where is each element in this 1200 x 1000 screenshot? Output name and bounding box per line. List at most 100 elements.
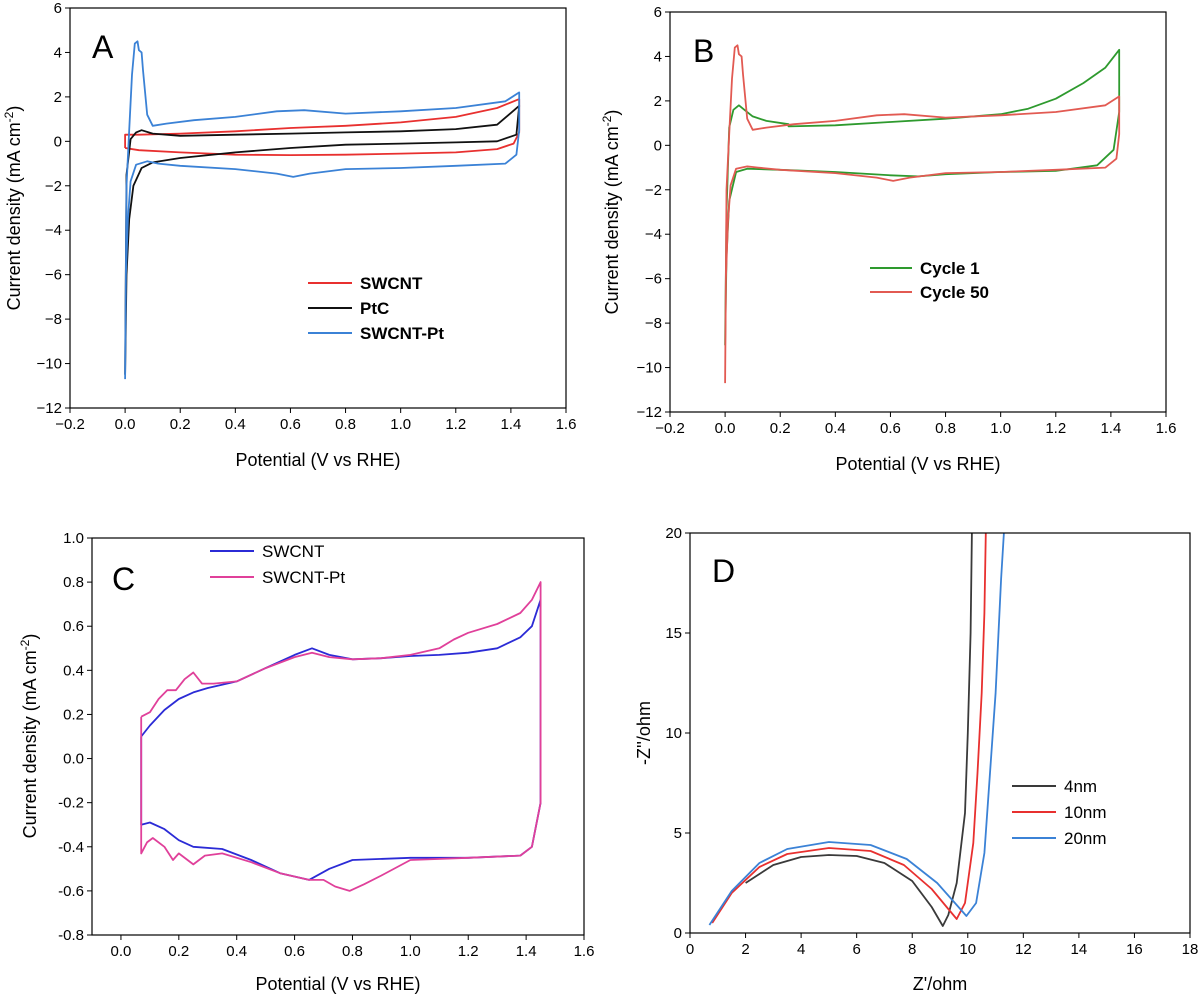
series-line-swcnt-pt [140, 581, 542, 892]
x-tick-label: 0.0 [111, 943, 132, 960]
legend-label: Cycle 1 [920, 259, 980, 278]
x-tick-label: 1.4 [500, 416, 521, 433]
y-tick-label: −10 [637, 360, 662, 377]
x-tick-label: 14 [1071, 941, 1088, 958]
y-axis-label-main: Current density (mA cm [20, 650, 40, 838]
x-tick-label: 12 [1015, 941, 1032, 958]
y-tick-label: 0.0 [63, 751, 84, 768]
x-axis-label: Potential (V vs RHE) [835, 454, 1000, 474]
x-tick-label: 0.6 [280, 416, 301, 433]
x-tick-label: 0.8 [335, 416, 356, 433]
x-tick-label: 0.0 [115, 416, 136, 433]
y-axis-label-superscript: -2 [2, 111, 16, 122]
x-tick-label: 0.6 [284, 943, 305, 960]
y-tick-label: −2 [45, 178, 62, 195]
legend: SWCNT SWCNT-Pt [210, 542, 345, 587]
panel-letter: B [693, 33, 714, 69]
y-tick-label: -0.6 [58, 883, 84, 900]
x-tick-label: 0.8 [935, 420, 956, 437]
y-tick-label: 0.2 [63, 706, 84, 723]
series-group [708, 533, 1005, 927]
y-tick-label: −8 [45, 311, 62, 328]
y-tick-label: 0 [654, 137, 662, 154]
series-line-10nm [711, 533, 987, 924]
y-axis-label-close: ) [4, 106, 24, 112]
series-line-cycle-50 [724, 44, 1121, 384]
y-axis-label-main: Current density (mA cm [4, 122, 24, 310]
x-tick-label: 0.2 [770, 420, 791, 437]
x-tick-label: 0.2 [170, 416, 191, 433]
y-tick-label: 0.4 [63, 662, 84, 679]
legend-label: 20nm [1064, 829, 1107, 848]
plot-frame [689, 532, 1191, 934]
y-tick-label: 5 [674, 825, 682, 842]
x-tick-label: 1.0 [400, 943, 421, 960]
y-tick-label: −4 [45, 222, 62, 239]
x-tick-label: 0 [686, 941, 694, 958]
y-tick-label: −6 [645, 271, 662, 288]
y-tick-label: 6 [54, 0, 62, 17]
y-tick-label: −8 [645, 315, 662, 332]
y-tick-label: 0.8 [63, 574, 84, 591]
legend-label: Cycle 50 [920, 283, 989, 302]
legend: SWCNT PtC SWCNT-Pt [308, 274, 444, 343]
y-tick-label: -0.4 [58, 839, 84, 856]
y-tick-label: 1.0 [63, 530, 84, 547]
y-axis-label: -Z''/ohm [634, 701, 654, 765]
x-tick-label: 10 [959, 941, 976, 958]
y-tick-label: 6 [654, 4, 662, 21]
x-tick-label: −0.2 [55, 416, 85, 433]
panel-letter: C [112, 561, 135, 597]
legend-label: 10nm [1064, 803, 1107, 822]
y-tick-label: 0 [674, 925, 682, 942]
panel-letter: A [92, 29, 114, 65]
x-tick-label: 0.4 [225, 416, 246, 433]
y-axis-label-superscript: -2 [18, 639, 32, 650]
series-group [724, 44, 1121, 384]
y-tick-label: -0.2 [58, 795, 84, 812]
x-tick-label: 0.0 [715, 420, 736, 437]
panel-letter: D [712, 553, 735, 589]
panel-a: A −0.2 0.0 0.2 0.4 0.6 0.8 1.0 1.2 1.4 1.6 −12 −10 −… [2, 0, 576, 470]
y-tick-label: −6 [45, 267, 62, 284]
x-axis-label: Potential (V vs RHE) [255, 974, 420, 994]
x-tick-label: 1.6 [1156, 420, 1177, 437]
x-tick-label: 0.4 [825, 420, 846, 437]
y-tick-label: 10 [665, 725, 682, 742]
x-tick-label: 1.4 [516, 943, 537, 960]
series-line-swcnt [140, 598, 542, 881]
legend-label: SWCNT-Pt [360, 324, 444, 343]
y-axis-label-close: ) [20, 634, 40, 640]
y-tick-label: 15 [665, 625, 682, 642]
plot-frame [69, 7, 567, 409]
legend: 4nm 10nm 20nm [1012, 777, 1107, 848]
legend-label: PtC [360, 299, 389, 318]
series-line-20nm [708, 533, 1005, 926]
y-tick-label: −2 [645, 182, 662, 199]
series-group [140, 581, 542, 892]
x-axis-label: Z'/ohm [913, 974, 967, 994]
legend: Cycle 1 Cycle 50 [870, 259, 989, 302]
x-tick-label: 4 [797, 941, 805, 958]
x-tick-label: 1.0 [990, 420, 1011, 437]
x-tick-label: 1.2 [1045, 420, 1066, 437]
x-tick-label: 6 [852, 941, 860, 958]
x-tick-label: 16 [1126, 941, 1143, 958]
y-axis-label: Current density (mA cm-2) [2, 106, 24, 311]
y-axis-label-close: ) [602, 110, 622, 116]
legend-label: SWCNT [360, 274, 423, 293]
series-line-ptc [124, 104, 521, 375]
x-axis-label: Potential (V vs RHE) [235, 450, 400, 470]
x-tick-label: 0.6 [880, 420, 901, 437]
y-tick-label: −12 [637, 404, 662, 421]
y-tick-label: −4 [645, 226, 662, 243]
x-tick-label: 8 [908, 941, 916, 958]
x-tick-label: 0.2 [168, 943, 189, 960]
x-tick-label: 1.2 [445, 416, 466, 433]
y-tick-label: 4 [54, 44, 62, 61]
series-group [124, 40, 521, 380]
x-tick-label: 1.6 [556, 416, 577, 433]
y-tick-label: 0.6 [63, 618, 84, 635]
y-axis-label: Current density (mA cm-2) [600, 110, 622, 315]
